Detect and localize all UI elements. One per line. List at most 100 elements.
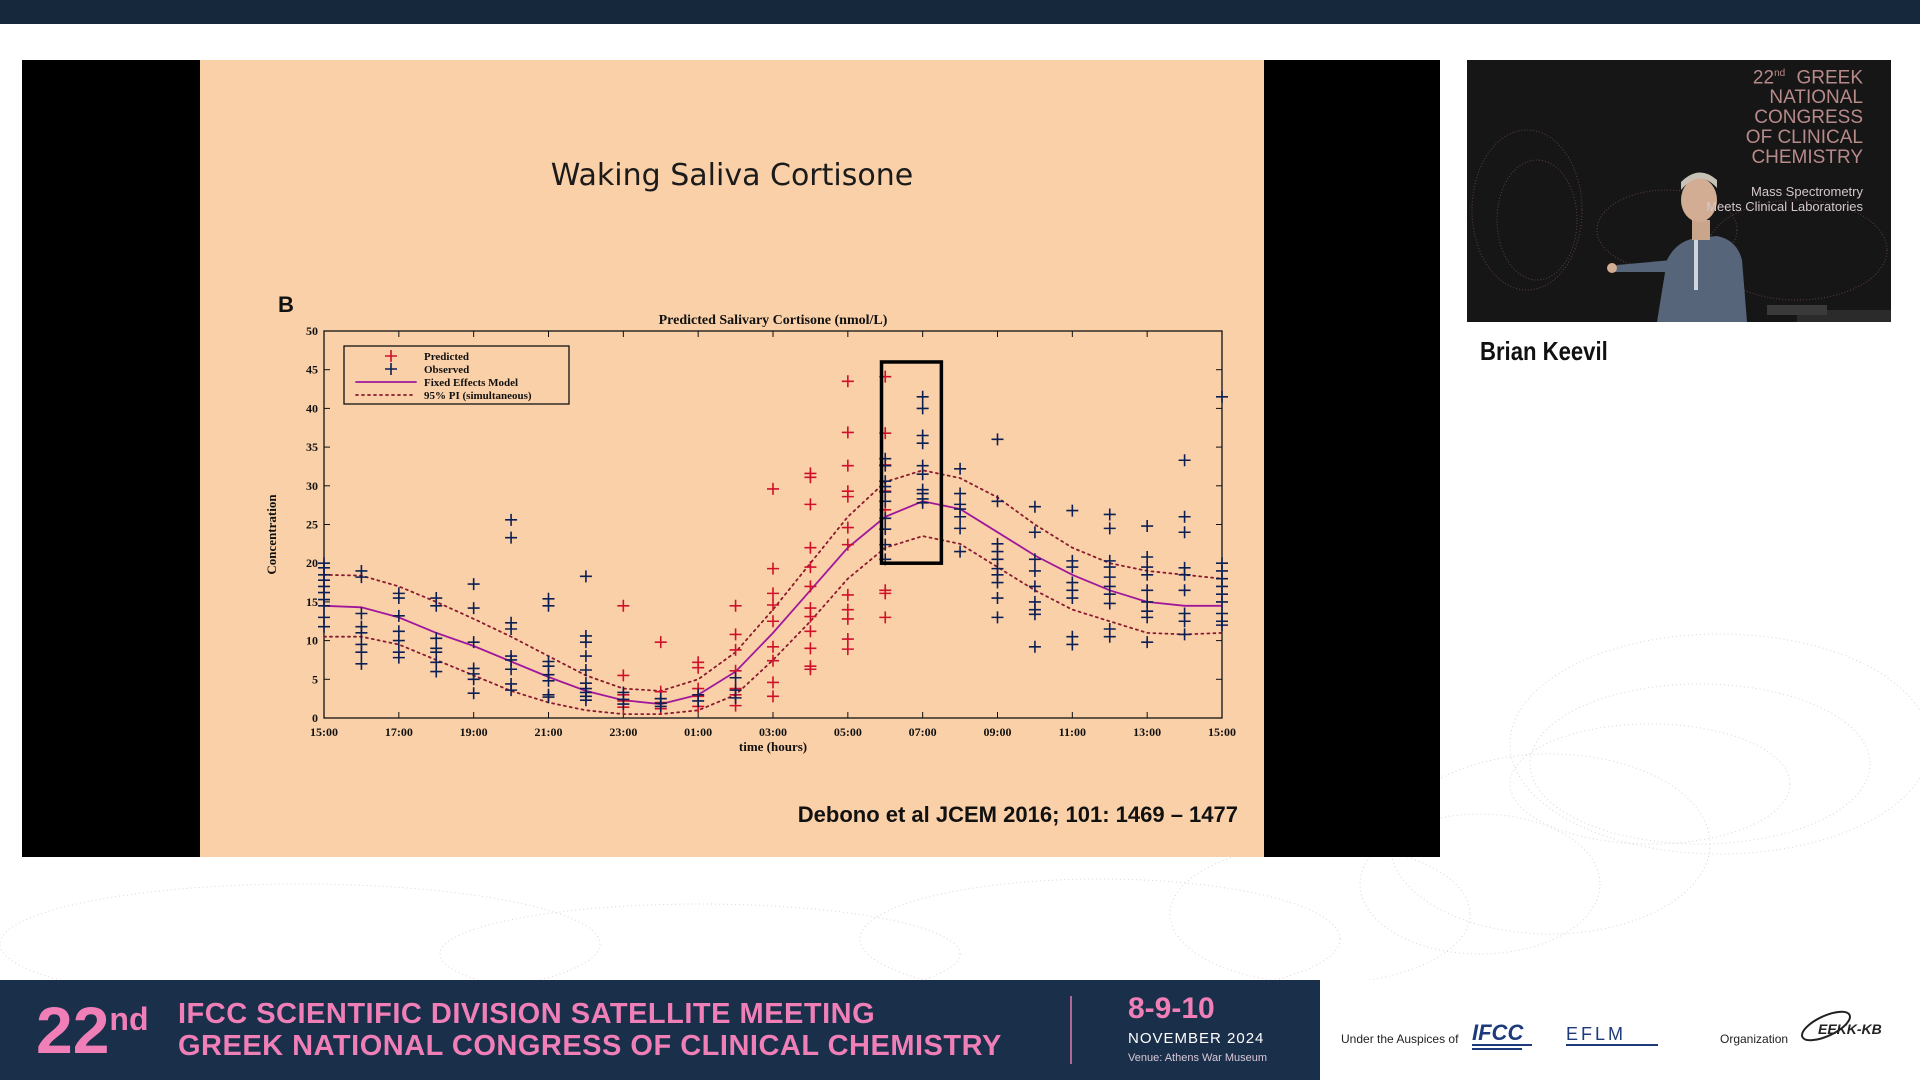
ifcc-logo: IFCC (1470, 1014, 1550, 1054)
predicted-point (841, 485, 854, 498)
camera-tagline-1: Mass Spectrometry (1751, 184, 1863, 199)
observed-point (654, 692, 667, 705)
observed-point (1141, 520, 1154, 533)
predicted-point (841, 538, 854, 551)
observed-point (1141, 584, 1154, 597)
predicted-point (804, 660, 817, 673)
observed-point (1178, 454, 1191, 467)
observed-point (991, 592, 1004, 605)
banner-line-2: GREEK NATIONAL CONGRESS OF CLINICAL CHEM… (178, 1030, 1002, 1062)
predicted-point (617, 599, 630, 612)
x-tick-label: 15:00 (310, 725, 338, 739)
predicted-point (804, 580, 817, 593)
banner-number-suffix: nd (109, 1001, 149, 1037)
y-tick-label: 20 (306, 556, 318, 570)
observed-point (617, 686, 630, 699)
observed-point (318, 611, 330, 624)
observed-point (954, 498, 967, 511)
observed-point (1028, 564, 1041, 577)
observed-point (729, 684, 742, 697)
observed-point (1216, 390, 1228, 403)
banner-number: 22nd (36, 992, 149, 1068)
y-tick-label: 0 (312, 711, 318, 725)
observed-point (1103, 508, 1116, 521)
predicted-point (729, 599, 742, 612)
x-tick-label: 09:00 (984, 725, 1012, 739)
y-tick-label: 35 (306, 440, 318, 454)
x-axis-label: time (hours) (739, 739, 807, 754)
predicted-point (879, 611, 892, 624)
eekk-logo-text: EEKK-KB (1818, 1021, 1882, 1037)
x-tick-label: 23:00 (609, 725, 637, 739)
x-tick-label: 03:00 (759, 725, 787, 739)
observed-point (1178, 561, 1191, 574)
observed-point (1178, 607, 1191, 620)
camera-congress-line: OF CLINICAL (1745, 127, 1863, 149)
observed-point (579, 664, 592, 677)
observed-point (916, 483, 929, 496)
y-tick-label: 50 (306, 324, 318, 338)
predicted-point (767, 562, 779, 575)
banner-number-value: 22 (36, 993, 110, 1067)
banner-month: NOVEMBER 2024 (1128, 1030, 1265, 1047)
presentation-slide-frame: Waking Saliva Cortisone B Predicted Saliv… (22, 60, 1440, 857)
observed-point (1066, 554, 1079, 567)
observed-point (1178, 628, 1191, 641)
citation: Debono et al JCEM 2016; 101: 1469 – 1477 (797, 802, 1238, 827)
y-tick-label: 30 (306, 479, 318, 493)
camera-congress-line: CONGRESS (1754, 107, 1863, 129)
observed-point (954, 545, 967, 558)
predicted-point (804, 498, 817, 511)
slide-title: Waking Saliva Cortisone (550, 158, 914, 193)
legend-label: Predicted (424, 351, 469, 363)
observed-point (392, 609, 405, 622)
observed-point (467, 687, 480, 700)
observed-point (505, 616, 518, 629)
observed-point (505, 531, 518, 544)
eflm-logo: EFLM (1564, 1022, 1664, 1052)
observed-point (1141, 595, 1154, 608)
predicted-point (767, 654, 779, 667)
x-tick-label: 15:00 (1208, 725, 1236, 739)
camera-congress-number: 22 (1752, 67, 1775, 89)
observed-point (467, 662, 480, 675)
congress-banner: 22nd IFCC SCIENTIFIC DIVISION SATELLITE … (0, 980, 1320, 1080)
banner-line-1: IFCC SCIENTIFIC DIVISION SATELLITE MEETI… (178, 998, 876, 1030)
observed-point (1028, 595, 1041, 608)
observed-point (1178, 584, 1191, 597)
observed-point (729, 671, 742, 684)
legend-label: Fixed Effects Model (424, 377, 518, 389)
legend-marker (385, 350, 397, 362)
predicted-point (841, 459, 854, 472)
predicted-point (617, 669, 630, 682)
observed-point (954, 462, 967, 475)
predicted-point (841, 633, 854, 646)
y-tick-label: 25 (306, 518, 318, 532)
observed-point (954, 522, 967, 535)
predicted-point (841, 603, 854, 616)
x-tick-label: 07:00 (909, 725, 937, 739)
observed-point (392, 587, 405, 600)
predicted-point (841, 521, 854, 534)
y-axis-label: Concentration (264, 494, 279, 575)
predicted-point (841, 643, 854, 656)
predicted-point (692, 656, 705, 669)
observed-point (505, 513, 518, 526)
observed-point (991, 433, 1004, 446)
banner-divider (1070, 996, 1072, 1064)
y-tick-label: 5 (312, 672, 318, 686)
observed-point (1103, 554, 1116, 567)
x-tick-label: 13:00 (1133, 725, 1161, 739)
predicted-point (729, 628, 742, 641)
observed-point (430, 592, 443, 605)
chart-title: Predicted Salivary Cortisone (nmol/L) (659, 313, 888, 328)
panel-letter: B (278, 292, 294, 317)
observed-point (1141, 636, 1154, 649)
observed-point (430, 632, 443, 645)
predicted-point (804, 642, 817, 655)
x-tick-label: 01:00 (684, 725, 712, 739)
camera-scene (1467, 60, 1891, 322)
legend-label: Observed (424, 364, 469, 376)
x-tick-label: 21:00 (535, 725, 563, 739)
observed-point (318, 557, 330, 570)
